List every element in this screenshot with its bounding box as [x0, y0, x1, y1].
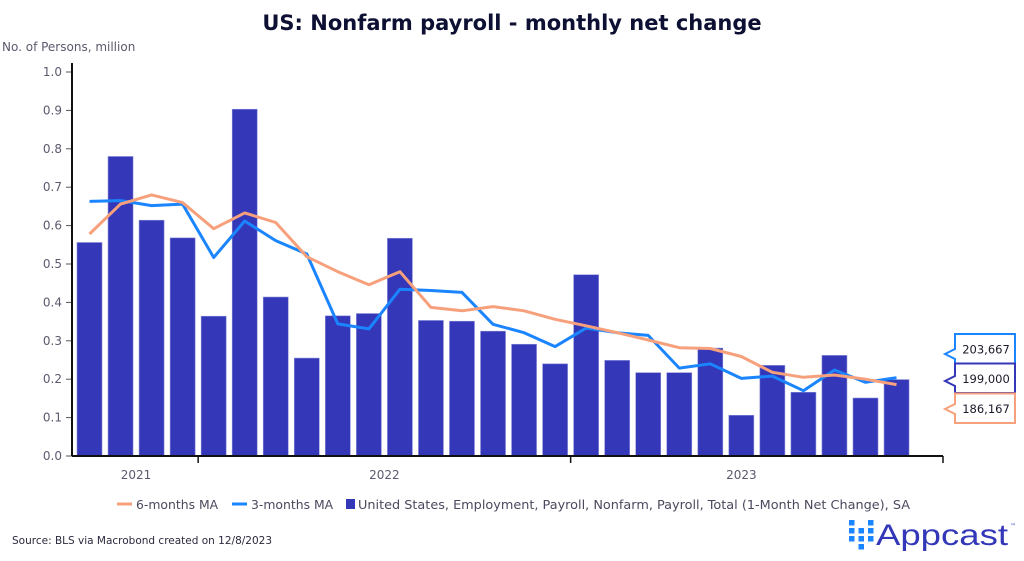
appcast-logo-text: Appcast: [876, 519, 1009, 552]
bar: [790, 391, 817, 457]
y-axis-label: No. of Persons, million: [2, 40, 135, 54]
logo-square: [868, 536, 874, 542]
y-tick-label: 0.3: [43, 334, 62, 348]
y-tick-label: 0.4: [43, 295, 62, 309]
bar: [604, 360, 630, 457]
logo-square: [868, 528, 874, 534]
x-year-label: 2021: [121, 468, 152, 482]
appcast-logo: Appcast ™: [849, 519, 1016, 552]
callout-label: 199,000: [962, 372, 1010, 386]
y-tick-label: 0.6: [43, 219, 62, 233]
x-year-label: 2023: [726, 468, 757, 482]
bar: [356, 313, 382, 457]
logo-square: [858, 528, 864, 534]
bar: [325, 315, 351, 457]
bar: [480, 330, 506, 457]
y-tick-label: 0.9: [43, 103, 62, 117]
bar: [666, 372, 693, 457]
callout-label: 186,167: [962, 402, 1010, 416]
line-series: [88, 193, 897, 393]
legend: 6-months MA 3-months MA United States, E…: [117, 497, 911, 512]
bar: [138, 219, 165, 457]
bar: [293, 357, 320, 457]
bar: [262, 296, 289, 457]
legend-3m-label: 3-months MA: [251, 497, 334, 512]
bar: [418, 320, 444, 457]
logo-square: [849, 520, 855, 526]
bar: [76, 242, 103, 457]
y-axis-ticks: 0.0 0.1 0.2 0.3 0.4 0.5 0.6 0.7 0.8 0.9 1.0: [43, 65, 72, 463]
callout-label: 203,667: [962, 343, 1010, 357]
bar: [883, 379, 910, 457]
bar: [728, 414, 755, 457]
logo-square: [868, 520, 874, 526]
x-axis-ticks: 2021 2022 2023: [121, 456, 944, 482]
bar: [635, 372, 662, 457]
appcast-logo-mark-icon: [849, 520, 874, 550]
bar-series: [76, 108, 910, 457]
logo-square: [858, 544, 864, 550]
y-tick-label: 0.2: [43, 372, 62, 386]
line-3-months-ma: [89, 199, 897, 393]
logo-square: [858, 536, 864, 542]
bar: [573, 274, 599, 457]
bar: [200, 315, 227, 457]
y-tick-label: 0.8: [43, 142, 62, 156]
bar: [511, 343, 537, 457]
bar: [852, 397, 879, 457]
legend-bar-swatch: [346, 499, 355, 509]
y-tick-label: 0.7: [43, 180, 62, 194]
logo-square: [849, 536, 855, 542]
bar: [169, 237, 196, 457]
bar: [449, 320, 475, 457]
line-6-months-ma: [88, 193, 897, 387]
y-tick-label: 1.0: [43, 65, 62, 79]
y-tick-label: 0.1: [43, 411, 62, 425]
callout-box: [942, 333, 1016, 365]
chart-title: US: Nonfarm payroll - monthly net change: [262, 11, 761, 35]
source-note: Source: BLS via Macrobond created on 12/…: [12, 535, 272, 547]
y-tick-label: 0.0: [43, 449, 62, 463]
callout-box: [942, 362, 1016, 394]
x-year-label: 2022: [369, 468, 400, 482]
bar: [542, 363, 568, 457]
legend-bar-label: United States, Employment, Payroll, Nonf…: [358, 497, 911, 512]
logo-square: [849, 528, 855, 534]
y-tick-label: 0.5: [43, 257, 62, 271]
bar: [231, 108, 258, 457]
callouts: 203,667 199,000 186,167: [942, 333, 1016, 424]
trademark-mark: ™: [1010, 523, 1016, 530]
bar: [107, 156, 134, 457]
legend-6m-label: 6-months MA: [136, 497, 219, 512]
callout-box: [942, 392, 1016, 424]
